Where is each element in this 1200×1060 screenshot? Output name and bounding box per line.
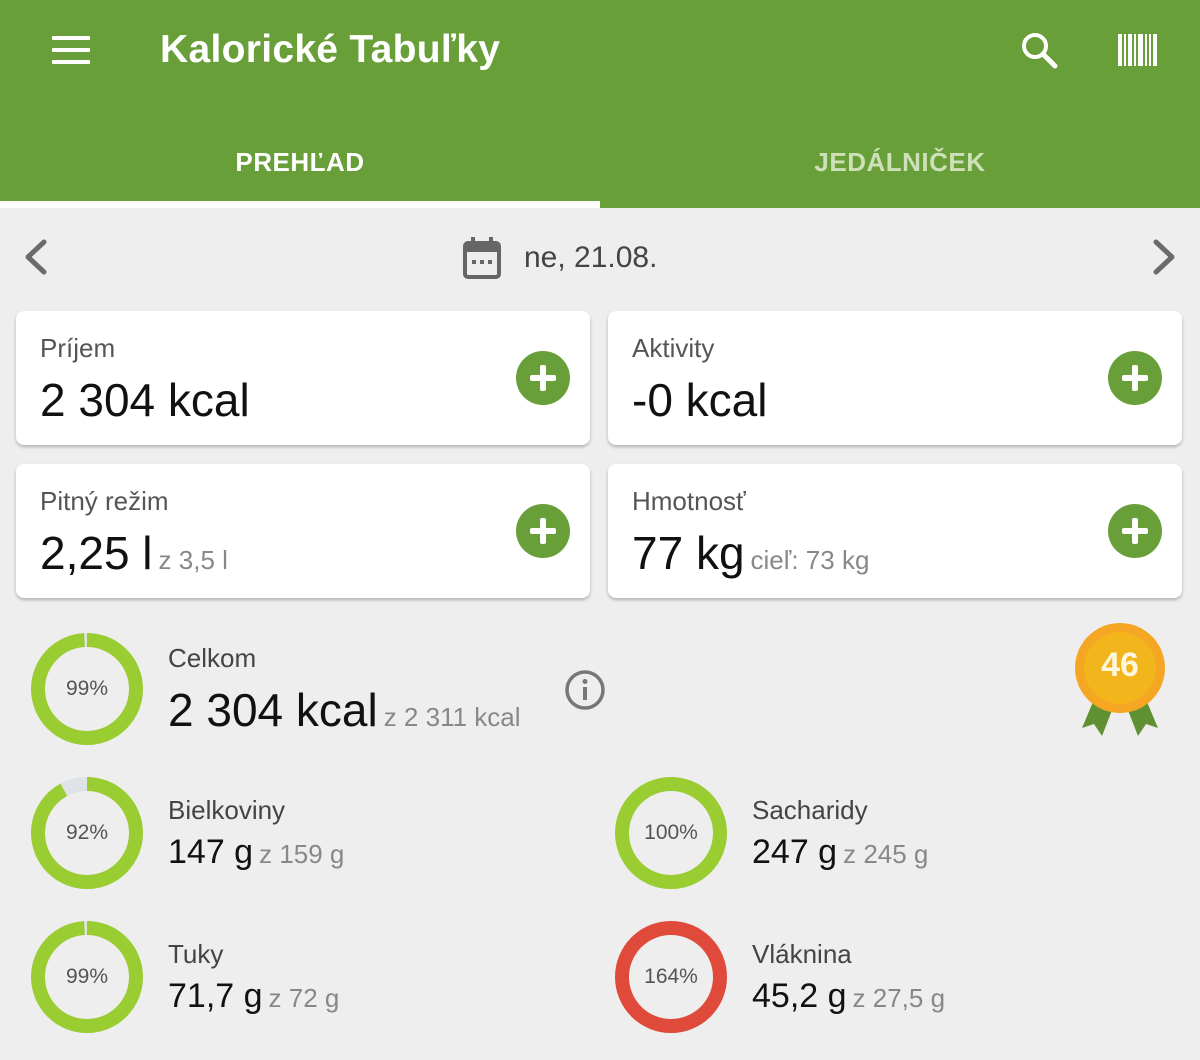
info-button[interactable] bbox=[564, 669, 606, 711]
tab-meal-plan[interactable]: JEDÁLNIČEK bbox=[814, 147, 986, 177]
fiber-percent: 164% bbox=[644, 965, 698, 988]
weight-value: 77 kg bbox=[632, 527, 745, 579]
protein-progress-ring: 92% bbox=[29, 775, 145, 891]
carbs-goal: z 245 g bbox=[843, 839, 929, 869]
carbs-label: Sacharidy bbox=[752, 795, 868, 825]
medal-icon bbox=[1075, 623, 1165, 736]
app-bar: Kalorické Tabuľky PREHĽAD JEDÁLNIČEK bbox=[0, 0, 1200, 208]
info-icon bbox=[565, 670, 605, 710]
drinking-goal: z 3,5 l bbox=[158, 545, 228, 575]
next-day-button[interactable] bbox=[1142, 236, 1184, 278]
total-percent: 99% bbox=[65, 677, 109, 700]
weight-label: Hmotnosť bbox=[632, 486, 746, 516]
drinking-value: 2,25 l bbox=[40, 527, 153, 579]
activities-value: -0 kcal bbox=[632, 374, 768, 426]
total-label: Celkom bbox=[168, 643, 257, 673]
date-picker[interactable]: ne, 21.08. bbox=[462, 236, 657, 280]
menu-button[interactable] bbox=[44, 26, 100, 74]
protein-goal: z 159 g bbox=[259, 839, 345, 869]
add-activity-button[interactable] bbox=[1108, 351, 1162, 405]
intake-card[interactable]: Príjem 2 304 kcal bbox=[16, 311, 590, 445]
fiber-label: Vláknina bbox=[752, 939, 852, 969]
achievement-badge[interactable]: 46 bbox=[1070, 622, 1170, 742]
protein-label: Bielkoviny bbox=[168, 795, 286, 825]
total-value: 2 304 kcal bbox=[168, 684, 378, 736]
total-progress-ring: 99% bbox=[29, 631, 145, 747]
activities-card[interactable]: Aktivity -0 kcal bbox=[608, 311, 1182, 445]
fiber-goal: z 27,5 g bbox=[852, 983, 946, 1013]
carbs-percent: 100% bbox=[644, 821, 698, 844]
drinking-label: Pitný režim bbox=[40, 486, 169, 516]
previous-day-button[interactable] bbox=[16, 236, 58, 278]
fat-label: Tuky bbox=[168, 939, 224, 969]
carbs-value: 247 g bbox=[752, 833, 838, 871]
protein-value: 147 g bbox=[168, 833, 254, 871]
fat-progress-ring: 99% bbox=[29, 919, 145, 1035]
search-button[interactable] bbox=[1012, 24, 1066, 78]
protein-percent: 92% bbox=[65, 821, 109, 844]
weight-goal: cieľ: 73 kg bbox=[750, 545, 870, 575]
intake-value: 2 304 kcal bbox=[40, 374, 250, 426]
fat-value: 71,7 g bbox=[168, 977, 263, 1015]
fat-percent: 99% bbox=[65, 965, 109, 988]
add-weight-button[interactable] bbox=[1108, 504, 1162, 558]
badge-number: 46 bbox=[1101, 646, 1139, 684]
add-drink-button[interactable] bbox=[516, 504, 570, 558]
fiber-progress-ring: 164% bbox=[613, 919, 729, 1035]
chevron-right-icon bbox=[1153, 239, 1175, 275]
weight-card[interactable]: Hmotnosť 77 kg cieľ: 73 kg bbox=[608, 464, 1182, 598]
app-title: Kalorické Tabuľky bbox=[160, 28, 501, 71]
calendar-icon bbox=[463, 237, 501, 279]
barcode-icon bbox=[1118, 34, 1157, 66]
fat-goal: z 72 g bbox=[268, 983, 340, 1013]
active-tab-indicator bbox=[0, 201, 600, 208]
search-icon bbox=[1022, 33, 1058, 69]
add-intake-button[interactable] bbox=[516, 351, 570, 405]
total-goal: z 2 311 kcal bbox=[383, 702, 521, 732]
current-date: ne, 21.08. bbox=[524, 241, 658, 274]
tab-overview[interactable]: PREHĽAD bbox=[235, 147, 365, 177]
fiber-value: 45,2 g bbox=[752, 977, 847, 1015]
carbs-progress-ring: 100% bbox=[613, 775, 729, 891]
activities-label: Aktivity bbox=[632, 333, 715, 363]
barcode-scan-button[interactable] bbox=[1110, 26, 1162, 74]
intake-label: Príjem bbox=[40, 333, 116, 363]
chevron-left-icon bbox=[25, 239, 47, 275]
